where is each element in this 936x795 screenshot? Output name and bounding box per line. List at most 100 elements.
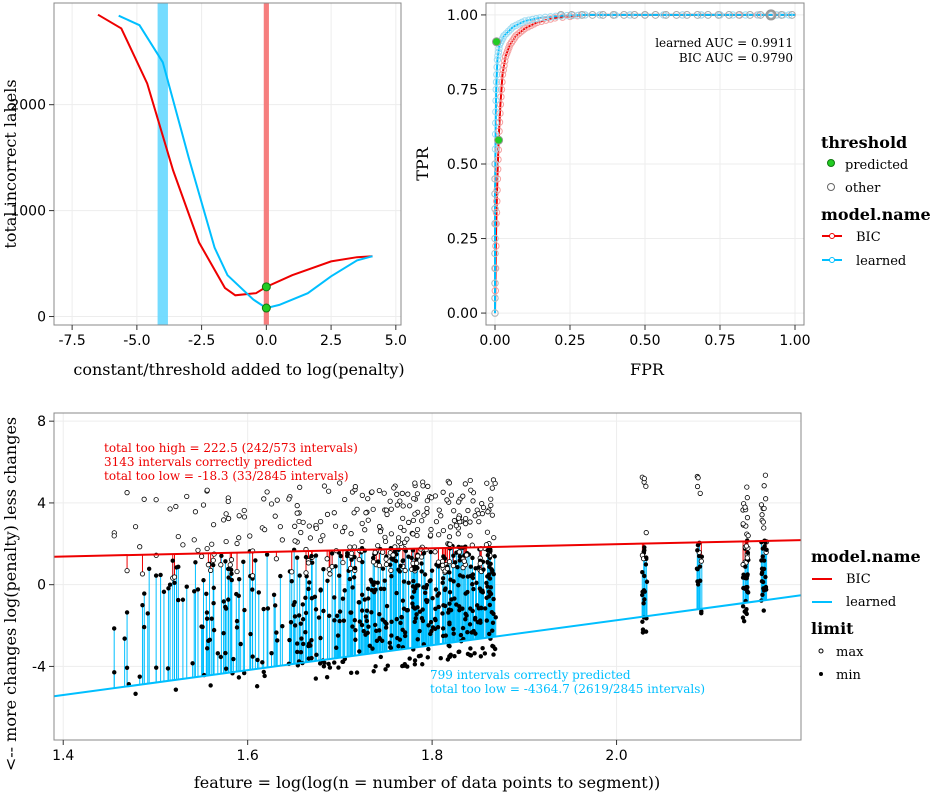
min-limit-point [236,576,242,582]
bic-roc-point [492,208,501,217]
max-limit-point [480,504,487,511]
max-limit-point [241,514,248,520]
max-limit-point [763,496,769,502]
learned-roc-point [741,11,750,19]
bic-error-line [97,13,373,297]
other-roc-point [599,11,607,19]
min-limit-point [396,643,401,649]
max-limit-point [468,487,474,493]
min-limit-point [371,669,376,674]
max-limit-point [467,477,473,484]
max-limit-point [221,517,227,523]
min-limit-point [470,582,475,587]
max-limit-point [362,527,368,533]
min-limit-point [265,606,271,611]
min-limit-point [250,654,255,659]
min-limit-point [387,562,393,567]
max-limit-point [124,568,130,574]
max-limit-point [421,512,427,518]
max-limit-point [410,517,416,524]
max-limit-point [111,533,117,539]
min-limit-point [382,578,387,583]
max-limit-point [359,492,365,498]
max-limit-point [210,557,216,563]
min-limit-point [447,620,452,625]
other-roc-point [491,264,499,273]
legend-threshold-item-predicted: predicted [845,158,908,173]
max-limit-point [375,543,381,549]
min-limit-point [254,684,260,689]
min-limit-point [365,586,371,592]
legend-threshold-title: threshold [821,133,907,152]
min-limit-point [264,552,270,557]
max-limit-point [397,524,404,530]
min-limit-point [154,665,159,670]
min-limit-point [204,616,210,621]
learned-error-line [118,14,373,310]
other-roc-point [735,11,744,19]
min-limit-point [743,564,748,569]
min-limit-point [337,618,342,624]
min-limit-point [158,572,163,578]
max-limit-point [433,519,440,525]
min-limit-point [201,578,206,583]
min-limit-point [327,665,333,670]
min-limit-point [480,588,485,593]
min-limit-point [414,612,419,617]
legend-threshold-item-other: other [845,181,881,196]
min-limit-point [301,641,306,647]
min-limit-point [313,607,319,612]
min-limit-point [644,555,649,560]
x-tick-label: 2.5 [320,333,342,349]
max-limit-point [348,550,355,556]
x-tick-label: -5.0 [123,333,150,349]
x-tick-label: 0.25 [554,333,585,349]
bic-annotation-line-2: 3143 intervals correctly predicted [104,455,313,469]
min-limit-point [452,596,457,601]
legend-top: threshold predicted other model.name BIC… [821,133,931,269]
max-limit-point [744,495,750,501]
y-tick-label: 1.00 [447,8,478,24]
max-limit-point [320,533,326,539]
min-limit-point [380,566,386,571]
y-tick-label: 4 [37,496,46,512]
min-limit-point [221,630,226,636]
bic-predicted-point [261,282,271,292]
min-limit-point [153,573,159,578]
min-limit-point [208,683,213,688]
max-limit-point [153,497,159,503]
x-tick-label: 2.0 [605,748,627,764]
max-limit-point [745,533,751,539]
legend-min-key [819,672,823,676]
max-limit-point [461,558,467,564]
other-roc-point [491,309,499,317]
min-limit-point [211,562,216,568]
min-limit-point [413,616,418,621]
bic-roc-point [519,26,527,34]
min-limit-point [412,662,418,667]
min-limit-point [456,583,461,588]
min-limit-point [294,649,300,655]
min-limit-point [742,586,748,591]
max-limit-point [228,557,235,563]
min-limit-point [430,625,436,630]
learned-roc-point [532,14,540,23]
min-limit-point [271,592,277,597]
min-limit-point [380,617,385,622]
bic-roc-point [514,30,522,38]
panel-background [54,3,401,325]
min-limit-point [447,589,453,595]
min-limit-point [313,553,319,558]
max-limit-point [167,506,173,512]
legend-model-item-learned: learned [846,595,896,610]
min-limit-point [306,641,312,646]
min-limit-point [472,617,478,622]
bic-roc-point [510,34,519,42]
min-limit-point [348,670,354,676]
max-limit-point [324,511,331,517]
min-limit-point [421,551,427,556]
other-roc-point [567,11,576,19]
bic-roc-point [499,66,507,74]
min-limit-point [372,622,378,628]
y-tick-label: 0.25 [447,232,478,248]
